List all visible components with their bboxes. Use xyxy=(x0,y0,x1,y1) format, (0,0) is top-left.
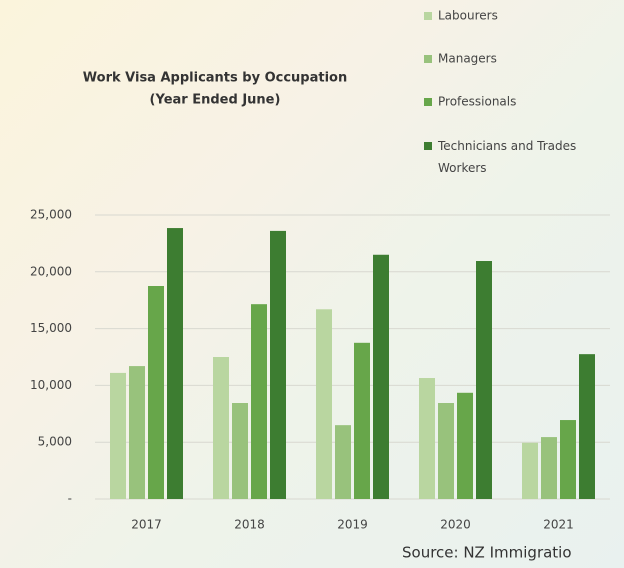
bar xyxy=(148,286,164,499)
y-tick-label: 25,000 xyxy=(30,208,72,222)
x-tick-label: 2019 xyxy=(337,518,368,532)
x-tick-label: 2018 xyxy=(234,518,265,532)
bar xyxy=(419,378,435,499)
bar xyxy=(110,372,126,499)
bar xyxy=(457,392,473,499)
bar xyxy=(316,309,332,499)
bar xyxy=(579,354,595,499)
bar xyxy=(167,228,183,499)
y-tick-label: - xyxy=(68,492,72,506)
y-tick-label: 10,000 xyxy=(30,378,72,392)
x-tick-label: 2021 xyxy=(543,518,574,532)
y-tick-label: 15,000 xyxy=(30,321,72,335)
chart-title: Work Visa Applicants by Occupation xyxy=(83,71,347,86)
source-note: Source: NZ Immigratio xyxy=(402,544,572,562)
bar xyxy=(438,403,454,499)
legend-swatch xyxy=(424,142,432,150)
bar xyxy=(232,403,248,499)
bar xyxy=(213,357,229,499)
bar xyxy=(270,230,286,500)
bar xyxy=(560,420,576,499)
bar xyxy=(354,342,370,499)
legend-label: Technicians and Trades Workers xyxy=(437,139,576,175)
legend-swatch xyxy=(424,12,432,20)
bar xyxy=(129,366,145,499)
bar xyxy=(522,442,538,499)
bar xyxy=(541,437,557,499)
y-tick-label: 5,000 xyxy=(38,435,72,449)
legend-swatch xyxy=(424,98,432,106)
legend-swatch xyxy=(424,55,432,63)
x-tick-label: 2020 xyxy=(440,518,471,532)
legend-label: Labourers xyxy=(438,9,498,23)
legend-label: Managers xyxy=(438,52,497,66)
legend-label: Professionals xyxy=(438,95,516,109)
bar xyxy=(373,254,389,499)
bar xyxy=(476,261,492,499)
x-tick-label: 2017 xyxy=(131,518,162,532)
bar xyxy=(335,425,351,499)
bar xyxy=(251,304,267,499)
chart-subtitle: (Year Ended June) xyxy=(150,93,281,108)
y-tick-label: 20,000 xyxy=(30,264,72,278)
